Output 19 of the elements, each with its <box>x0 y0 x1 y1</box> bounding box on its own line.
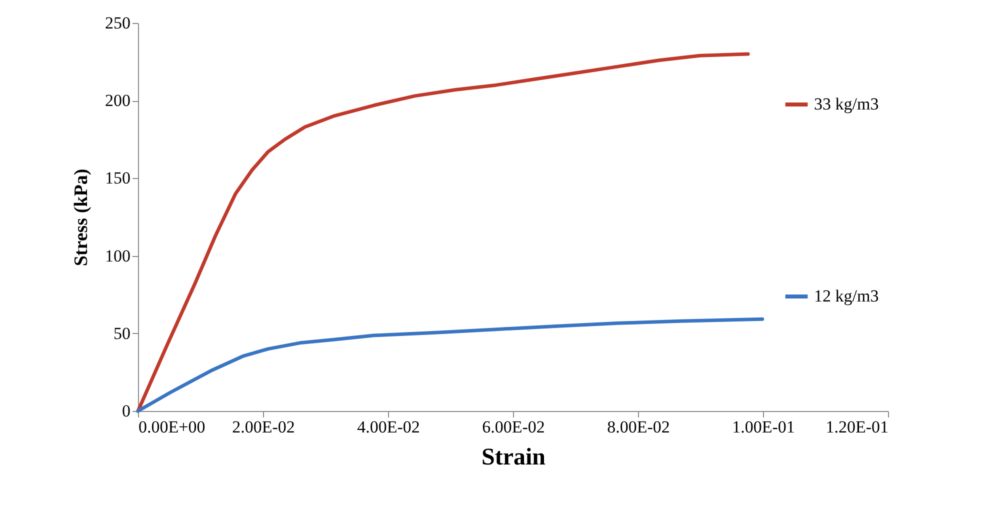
line-series <box>136 317 764 413</box>
x-tick-label: 8.00E-02 <box>607 418 670 436</box>
y-tick-label: 200 <box>105 91 130 110</box>
x-tick-label: 4.00E-02 <box>357 418 420 436</box>
legend-label: 33 kg/m3 <box>814 94 879 114</box>
line-series <box>136 52 750 413</box>
x-tick-label: 6.00E-02 <box>482 418 545 436</box>
legend-label: 12 kg/m3 <box>814 286 879 306</box>
y-tick-label: 50 <box>114 324 130 343</box>
x-axis-title: Strain <box>481 444 546 470</box>
x-tick-label: 1.00E-01 <box>732 418 795 436</box>
x-tick-label: 0.00E+00 <box>138 418 206 436</box>
y-axis-title: Stress (kPa) <box>71 168 92 266</box>
y-tick-label: 100 <box>105 246 130 266</box>
y-tick-label: 250 <box>105 14 130 32</box>
x-tick-label: 1.20E-01 <box>826 418 888 436</box>
y-tick-label: 0 <box>122 402 130 420</box>
y-tick-label: 150 <box>105 168 130 188</box>
x-tick-label: 2.00E-02 <box>232 418 295 436</box>
